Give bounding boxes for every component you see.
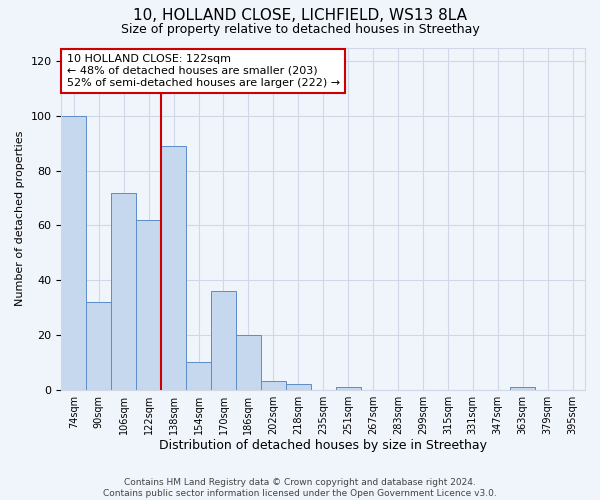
Text: Contains HM Land Registry data © Crown copyright and database right 2024.
Contai: Contains HM Land Registry data © Crown c… xyxy=(103,478,497,498)
Bar xyxy=(186,362,211,390)
Y-axis label: Number of detached properties: Number of detached properties xyxy=(15,131,25,306)
Bar xyxy=(211,291,236,390)
X-axis label: Distribution of detached houses by size in Streethay: Distribution of detached houses by size … xyxy=(159,440,487,452)
Bar xyxy=(111,192,136,390)
Bar xyxy=(61,116,86,390)
Text: 10 HOLLAND CLOSE: 122sqm
← 48% of detached houses are smaller (203)
52% of semi-: 10 HOLLAND CLOSE: 122sqm ← 48% of detach… xyxy=(67,54,340,88)
Bar xyxy=(161,146,186,390)
Bar xyxy=(261,382,286,390)
Bar xyxy=(286,384,311,390)
Text: Size of property relative to detached houses in Streethay: Size of property relative to detached ho… xyxy=(121,22,479,36)
Bar xyxy=(510,387,535,390)
Bar xyxy=(236,335,261,390)
Bar xyxy=(136,220,161,390)
Bar xyxy=(86,302,111,390)
Bar xyxy=(335,387,361,390)
Text: 10, HOLLAND CLOSE, LICHFIELD, WS13 8LA: 10, HOLLAND CLOSE, LICHFIELD, WS13 8LA xyxy=(133,8,467,22)
